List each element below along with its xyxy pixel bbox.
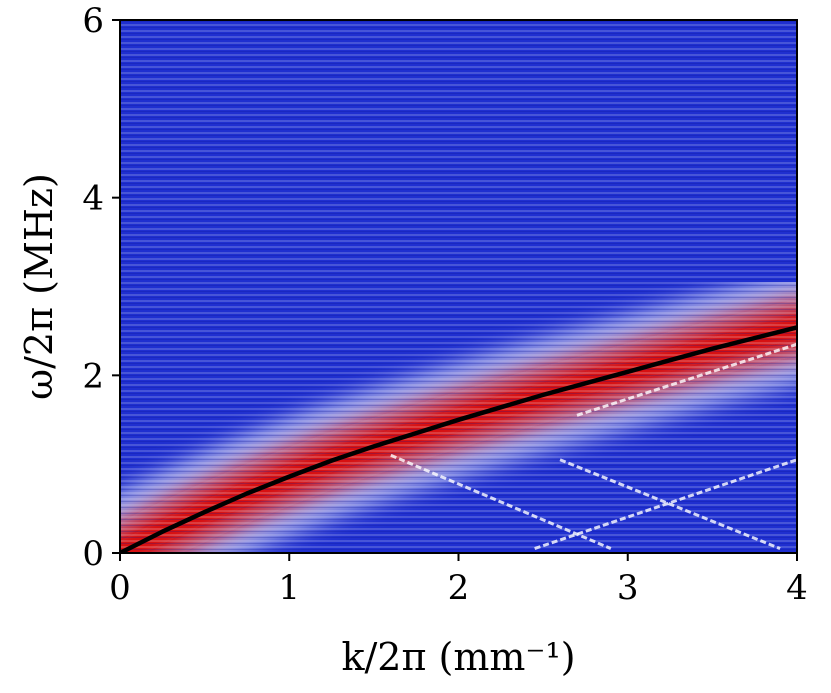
y-axis-label: ω/2π (MHz) xyxy=(17,173,61,400)
heatmap-texture xyxy=(120,20,797,553)
y-axis: 0 2 4 6 xyxy=(82,1,120,574)
x-tick-label: 2 xyxy=(448,568,470,608)
x-tick-label: 3 xyxy=(617,568,639,608)
x-axis-label: k/2π (mm⁻¹) xyxy=(341,635,575,679)
y-tick-label: 0 xyxy=(82,534,104,574)
secondary-branch-1 xyxy=(576,342,797,417)
x-tick-label: 4 xyxy=(786,568,808,608)
y-tick-label: 6 xyxy=(82,1,104,41)
y-tick-label: 2 xyxy=(82,356,104,396)
y-tick-label: 4 xyxy=(82,179,104,219)
x-axis: 0 1 2 3 4 xyxy=(109,553,808,608)
secondary-branches xyxy=(390,342,797,550)
x-tick-label: 1 xyxy=(278,568,300,608)
secondary-branch-2 xyxy=(390,453,612,550)
x-tick-label: 0 xyxy=(109,568,131,608)
dispersion-curve xyxy=(120,325,797,553)
secondary-branch-3 xyxy=(559,458,781,550)
